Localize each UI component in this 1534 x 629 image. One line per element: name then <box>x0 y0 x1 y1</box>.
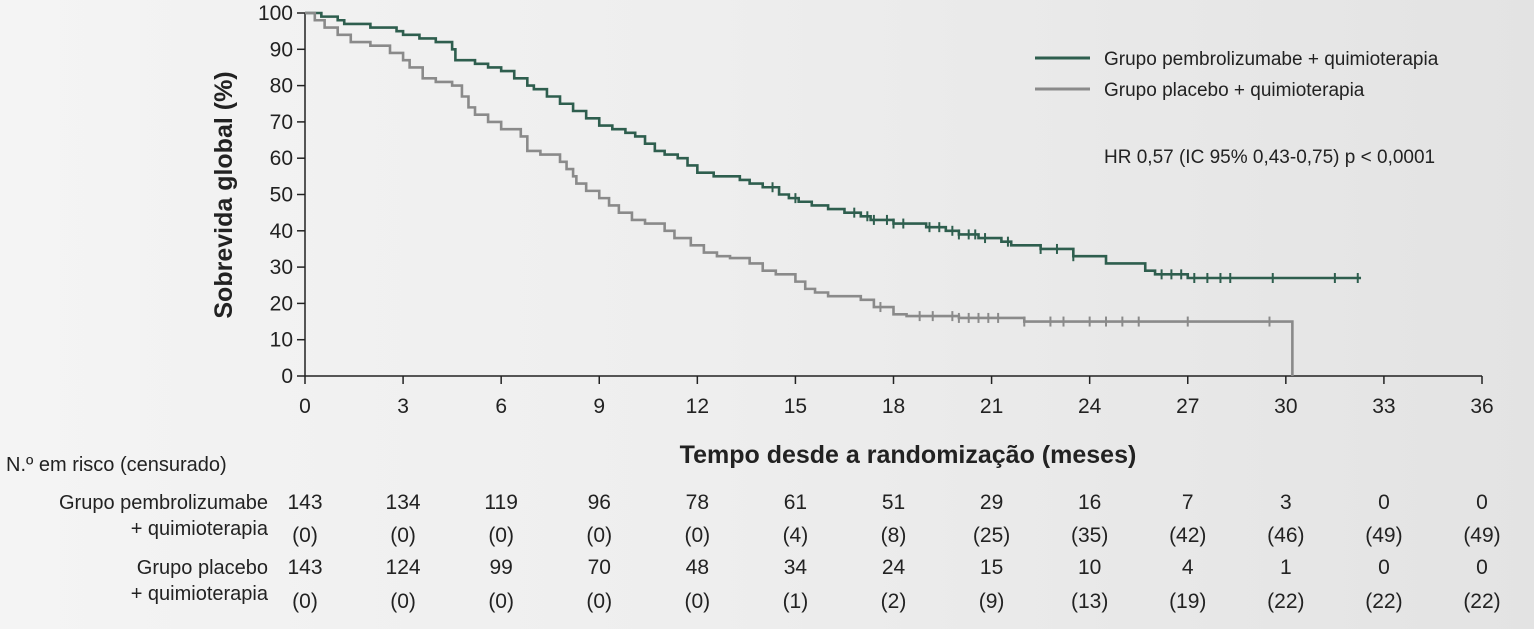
x-tick-label: 30 <box>1274 395 1297 418</box>
km-curve <box>305 11 1362 280</box>
y-tick-label: 70 <box>270 111 293 134</box>
y-tick-label: 10 <box>270 329 293 352</box>
x-tick-label: 6 <box>495 395 507 418</box>
legend-label-placebo: Grupo placebo + quimioterapia <box>1104 80 1365 101</box>
legend: Grupo pembrolizumabe + quimioterapia Gru… <box>1035 49 1439 101</box>
y-tick-label: 0 <box>281 365 293 388</box>
y-tick-label: 90 <box>270 38 293 61</box>
x-axis-title: Tempo desde a randomização (meses) <box>680 441 1137 469</box>
curves <box>305 11 1362 376</box>
x-tick-label: 0 <box>299 395 311 418</box>
x-tick-label: 24 <box>1078 395 1102 418</box>
y-tick-label: 20 <box>270 292 293 315</box>
x-tick-label: 36 <box>1470 395 1493 418</box>
x-tick-label: 33 <box>1372 395 1395 418</box>
series-placebo <box>305 11 1294 376</box>
x-tick-label: 21 <box>980 395 1003 418</box>
x-tick-label: 18 <box>882 395 905 418</box>
y-tick-label: 30 <box>270 256 293 279</box>
y-tick-label: 50 <box>270 184 293 207</box>
x-tick-label: 15 <box>784 395 807 418</box>
x-tick-label: 3 <box>397 395 409 418</box>
series-pembro <box>305 11 1362 283</box>
x-tick-label: 12 <box>686 395 709 418</box>
legend-label-pembro: Grupo pembrolizumabe + quimioterapia <box>1104 49 1439 70</box>
x-tick-label: 9 <box>593 395 605 418</box>
y-tick-label: 80 <box>270 75 293 98</box>
y-tick-label: 60 <box>270 147 293 170</box>
hazard-ratio-annotation: HR 0,57 (IC 95% 0,43-0,75) p < 0,0001 <box>1104 147 1435 168</box>
x-tick-label: 27 <box>1176 395 1199 418</box>
y-axis-title: Sobrevida global (%) <box>210 71 238 318</box>
y-tick-label: 100 <box>258 2 293 25</box>
km-curve <box>305 11 1294 376</box>
y-tick-label: 40 <box>270 220 293 243</box>
